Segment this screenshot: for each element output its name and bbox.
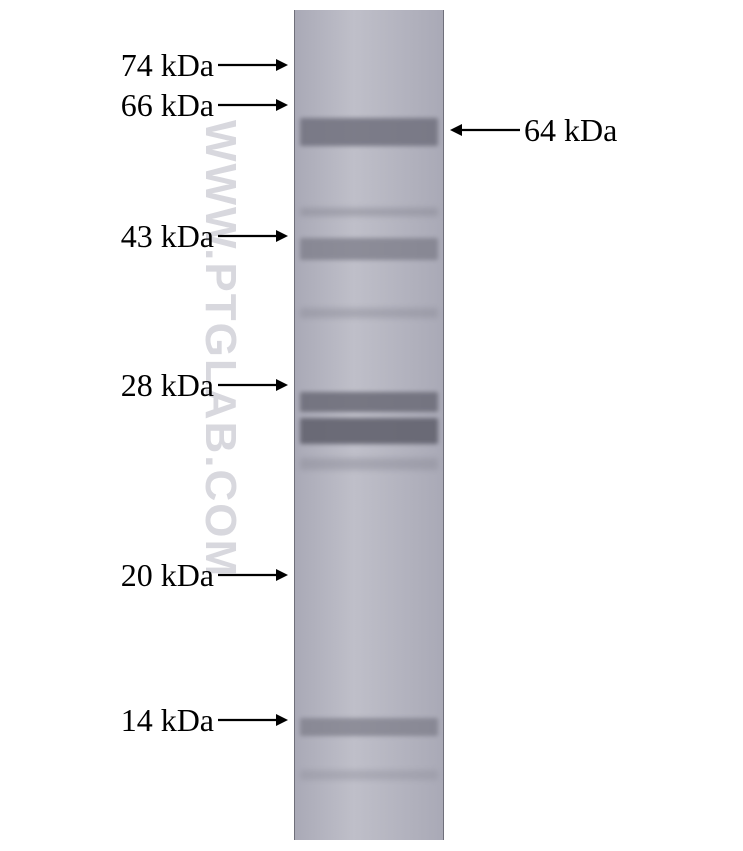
size-marker: 64 kDa xyxy=(450,111,743,149)
arrow-right-icon xyxy=(218,376,288,394)
size-marker-label: 66 kDa xyxy=(121,87,214,124)
gel-lane xyxy=(294,10,444,840)
gel-band xyxy=(300,238,438,260)
size-marker: 66 kDa xyxy=(0,86,288,124)
watermark-text: WWW.PTGLAB.COM xyxy=(195,120,245,578)
size-marker-label: 74 kDa xyxy=(121,47,214,84)
size-marker-label: 43 kDa xyxy=(121,218,214,255)
gel-band xyxy=(300,392,438,412)
size-marker-label: 28 kDa xyxy=(121,367,214,404)
arrow-right-icon xyxy=(218,56,288,74)
size-marker-label: 14 kDa xyxy=(121,702,214,739)
gel-band xyxy=(300,770,438,780)
arrow-left-icon xyxy=(450,121,520,139)
arrow-right-icon xyxy=(218,711,288,729)
size-marker-label: 20 kDa xyxy=(121,557,214,594)
gel-figure: WWW.PTGLAB.COM 74 kDa 66 kDa 43 kDa 28 k… xyxy=(0,0,743,851)
arrow-right-icon xyxy=(218,96,288,114)
gel-band xyxy=(300,308,438,318)
gel-band xyxy=(300,208,438,216)
size-marker: 28 kDa xyxy=(0,366,288,404)
gel-band xyxy=(300,718,438,736)
size-marker-label: 64 kDa xyxy=(524,112,617,149)
arrow-right-icon xyxy=(218,227,288,245)
arrow-right-icon xyxy=(218,566,288,584)
size-marker: 43 kDa xyxy=(0,217,288,255)
size-marker: 20 kDa xyxy=(0,556,288,594)
gel-band xyxy=(300,418,438,444)
size-marker: 14 kDa xyxy=(0,701,288,739)
gel-band xyxy=(300,118,438,146)
gel-band xyxy=(300,458,438,470)
size-marker: 74 kDa xyxy=(0,46,288,84)
